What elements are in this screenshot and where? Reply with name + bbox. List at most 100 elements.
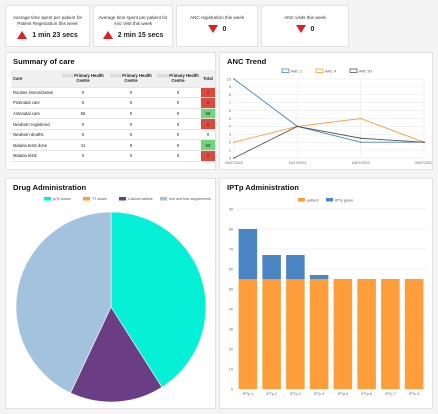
data-point <box>233 78 235 80</box>
pie-slice-4 <box>15 211 112 394</box>
y-tick-label: 1 <box>229 148 231 152</box>
legend-label-2: ANC 4 <box>325 69 336 73</box>
drug-administration-panel: Drug Administration IpTp doses TT doses Ca… <box>5 178 216 409</box>
legend-label-1: IpTp doses <box>53 197 71 201</box>
legend-label-3: Calcium tablets <box>128 197 153 201</box>
cell-care: Routine immunization <box>11 87 59 99</box>
x-tick-label: IPTp 7 <box>385 392 396 396</box>
data-point <box>359 117 362 120</box>
cell-facility-2: 0 <box>107 108 155 120</box>
cell-facility-1: 0 <box>59 97 107 109</box>
cell-facility-3: 0 <box>155 129 201 141</box>
kpi-title: Average time spent per patient for Patie… <box>12 15 83 26</box>
data-point <box>296 125 299 128</box>
anc-trend-panel: ANC Trend ANC 1 ANC 4 ANC 8T 0 1 2 3 4 5 6 7 8 9 10 04… <box>219 52 433 170</box>
legend-label-2: IPTp given <box>335 198 353 202</box>
cell-total: 0 <box>201 118 215 130</box>
y-tick-label: 8 <box>229 93 231 97</box>
kpi-card-anc-registration: ANC registration this week 0 <box>176 5 258 47</box>
cell-care: Postnatal care <box>11 97 59 109</box>
y-tick-label: 60 <box>229 267 233 271</box>
legend-swatch <box>315 68 324 73</box>
series-line-2 <box>233 118 425 143</box>
bar-patient <box>333 279 353 389</box>
x-tick-label: 18/07/2023 <box>352 161 370 165</box>
y-tick-label: 6 <box>229 109 231 113</box>
col-header-total: Total <box>201 70 215 88</box>
legend-swatch <box>119 197 126 201</box>
cell-facility-2: 9 <box>107 139 155 152</box>
cell-facility-3: 0 <box>155 150 201 162</box>
x-tick-label: IPTp 8 <box>409 392 420 396</box>
x-tick-label: IPTp 5 <box>338 392 349 396</box>
cell-facility-2: 0 <box>107 150 155 162</box>
y-tick-label: 0 <box>231 387 233 391</box>
table-row: Newborn registered 0 0 0 0 <box>11 118 215 130</box>
cell-care: Newborn deaths <box>11 129 59 141</box>
cell-total: 50 <box>201 139 215 152</box>
bar-patient <box>286 279 305 389</box>
kpi-value-row: 0 <box>177 25 257 33</box>
x-tick-label: IPTp 6 <box>361 392 372 396</box>
panel-title: IPTp Administration <box>227 183 299 192</box>
bar-patient <box>357 279 376 389</box>
cell-total: 56 <box>201 108 215 120</box>
cell-total: 0 <box>201 87 215 99</box>
x-tick-label: IPTp 3 <box>290 392 301 396</box>
pie-slice-3 <box>70 306 163 403</box>
data-point <box>423 141 425 143</box>
y-tick-label: 7 <box>229 101 231 105</box>
table-row: Postnatal care 0 0 0 0 <box>11 97 215 109</box>
cell-facility-3: 0 <box>155 87 201 99</box>
x-tick-label: 11/07/2023 <box>288 161 306 165</box>
trend-down-icon <box>207 25 218 33</box>
bar-patient <box>262 279 281 389</box>
kpi-card-anc-visit-time: Average time spent per patient for Anc V… <box>93 5 173 47</box>
y-tick-label: 40 <box>229 307 233 311</box>
col-header-facility-2: XxxxxPrimary Health Centre <box>107 70 155 88</box>
cell-facility-2: 0 <box>107 97 155 109</box>
cell-facility-1: 56 <box>59 108 107 120</box>
trend-up-icon <box>17 31 28 39</box>
legend-swatch <box>281 68 290 73</box>
kpi-value: 0 <box>222 25 227 33</box>
y-tick-label: 3 <box>229 133 231 137</box>
col-header-facility-1: XxxxxPrimary Health Centre <box>59 70 107 88</box>
y-tick-label: 9 <box>229 85 231 89</box>
y-tick-label: 10 <box>229 367 233 371</box>
cell-care: Malaria tests <box>11 150 59 162</box>
cell-total: 0 <box>201 150 215 162</box>
kpi-card-anc-visits: ANC visits this week 0 <box>261 5 349 47</box>
table-row: Antenatal care 56 0 0 56 <box>11 108 215 120</box>
iptp-administration-chart: patient IPTp given 0 10 20 30 40 50 60 70 80 90 IPTp… <box>229 198 426 396</box>
summary-table: Care XxxxxPrimary Health Centre XxxxxPri… <box>11 70 215 162</box>
bar-patient <box>309 279 329 389</box>
cell-facility-3: 0 <box>155 108 201 120</box>
x-tick-label: 04/07/2023 <box>225 161 243 165</box>
table-row: Routine immunization 0 0 0 0 <box>11 87 215 99</box>
cell-facility-1: 0 <box>59 87 107 99</box>
bar-iptp-given <box>309 275 329 279</box>
redacted-text: Xxxxx <box>157 73 170 79</box>
legend-swatch <box>298 198 305 202</box>
table-row: Malaria tests done 41 9 0 50 <box>11 139 215 152</box>
cell-care: Malaria tests done <box>11 139 59 152</box>
y-tick-label: 70 <box>229 247 233 251</box>
kpi-title: ANC visits this week <box>284 15 326 20</box>
legend-swatch <box>83 197 90 201</box>
cell-facility-1: 0 <box>59 150 107 162</box>
cell-facility-1: 0 <box>59 129 107 141</box>
kpi-card-registration-time: Average time spent per patient for Patie… <box>5 5 90 47</box>
cell-total: 0 <box>201 129 215 141</box>
summary-of-care-panel: Summary of care Care XxxxxPrimary Health… <box>5 52 216 170</box>
kpi-value-row: 2 min 15 secs <box>94 31 172 39</box>
series-line-1 <box>233 78 424 143</box>
data-point <box>359 137 362 140</box>
cell-facility-3: 0 <box>155 139 201 152</box>
legend-swatch <box>44 197 51 201</box>
cell-facility-2: 0 <box>107 87 155 99</box>
kpi-title: ANC registration this week <box>189 15 245 20</box>
kpi-value: 0 <box>310 25 315 33</box>
cell-facility-3: 0 <box>155 118 201 130</box>
cell-care: Antenatal care <box>11 108 59 120</box>
